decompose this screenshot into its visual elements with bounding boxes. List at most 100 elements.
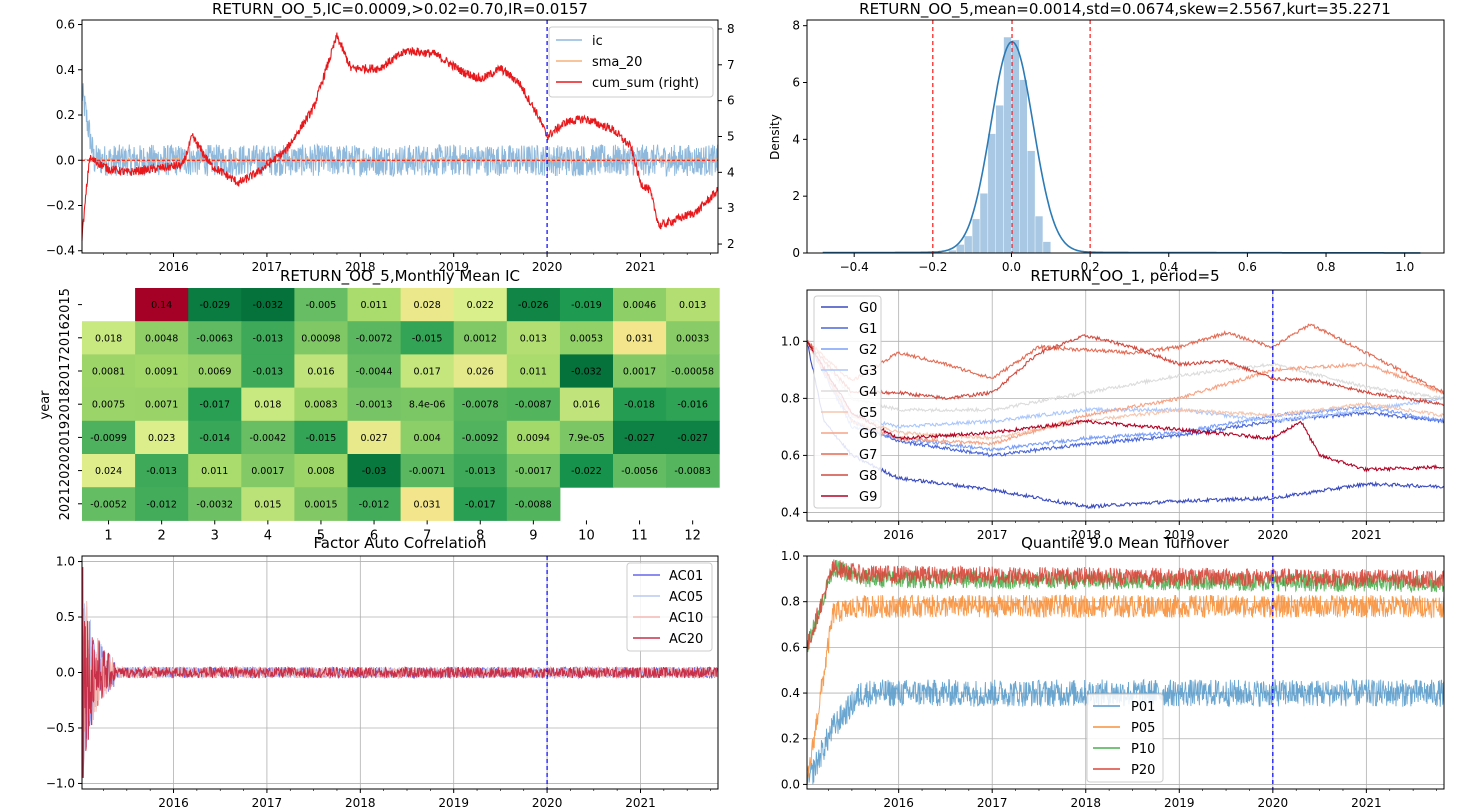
hist-bar (956, 244, 965, 254)
heatmap-x-tick-label: 7 (423, 528, 431, 543)
turnover-line-p20 (806, 559, 1445, 651)
hist-bar (1034, 215, 1044, 254)
autocorr-line-ac20 (81, 567, 719, 778)
turnover-y-tick-label: 0.0 (781, 777, 800, 791)
ic-x-tick-label: 2021 (625, 260, 656, 274)
hist-bar (1026, 150, 1036, 254)
legend-g9-label: G9 (859, 490, 877, 505)
autocorr-y-tick-label: −0.5 (46, 721, 75, 735)
heatmap-cell-label: -0.0078 (462, 400, 499, 411)
heatmap-cell (188, 288, 242, 322)
heatmap-y-tick-label: 2021 (58, 487, 73, 520)
groups-x-tick-label: 2019 (1164, 528, 1195, 542)
heatmap-cell-label: -0.0032 (196, 499, 233, 510)
heatmap-cell (613, 387, 667, 422)
heatmap-cell-label: 0.011 (360, 300, 387, 311)
heatmap-cell-label: 0.011 (201, 466, 228, 477)
heatmap-cell (559, 454, 614, 488)
ic-y-tick-label: 0.0 (56, 153, 75, 167)
heatmap-y-tick-label: 2019 (58, 421, 73, 454)
heatmap-y-tick-label: 2020 (58, 454, 73, 487)
groups-legend: G0 G1 G2 G3 G4 G5 G6 G7 G8 G9 (813, 295, 882, 509)
heatmap-cell-label: -0.0042 (250, 433, 287, 444)
heatmap-x-tick-label: 4 (264, 528, 272, 543)
group-line-g3 (806, 340, 1445, 429)
heatmap-cell (347, 487, 402, 521)
heatmap-cell (294, 354, 348, 389)
heatmap-cell-label: 0.008 (307, 466, 334, 477)
autocorr-x-tick-label: 2018 (345, 796, 376, 810)
distribution-panel: −0.4 −0.2 0.0 0.2 0.4 0.6 0.8 1.0 0 2 4 6 8 RETURN_O… (768, 0, 1445, 274)
heatmap-cell (294, 321, 348, 355)
legend-g4-label: G4 (859, 385, 877, 400)
heatmap-cell (400, 321, 455, 355)
group-line-g5 (806, 341, 1445, 441)
heatmap-cell (559, 288, 614, 322)
legend-ic-label: ic (592, 34, 603, 49)
heatmap-cell (135, 454, 189, 488)
heatmap-cell-label: 0.0091 (145, 367, 178, 378)
heatmap-cell-label: 0.018 (254, 400, 281, 411)
heatmap-cell-label: -0.0088 (515, 499, 552, 510)
heatmap-cell (241, 420, 295, 455)
ic-x-tick-label: 2020 (532, 260, 563, 274)
heatmap-cell-label: 0.026 (467, 367, 494, 378)
hist-bar (971, 218, 981, 254)
turnover-x-tick-label: 2021 (1351, 796, 1382, 810)
heatmap-cell-label: 0.0094 (517, 433, 550, 444)
heatmap-cell-label: -0.03 (362, 466, 387, 477)
heatmap-cell (559, 321, 614, 355)
groups-x-tick-label: 2017 (977, 528, 1008, 542)
heatmap-panel: 0.14 -0.029 -0.032 -0.005 0.011 0.028 0.022 -0.… (38, 267, 720, 543)
heatmap-cell-label: -0.0071 (409, 466, 446, 477)
autocorr-legend-box (626, 562, 713, 652)
sma-line (81, 157, 719, 164)
heatmap-cell (666, 420, 720, 455)
dist-x-tick-label: 0.0 (1002, 260, 1021, 274)
heatmap-cell-label: 0.013 (679, 300, 706, 311)
hist-bar (1003, 36, 1012, 254)
heatmap-cell-label: -0.0013 (356, 400, 393, 411)
heatmap-cell (82, 321, 136, 355)
groups-axes-frame (806, 289, 1445, 522)
heatmap-y-tick-label: 2016 (58, 321, 73, 354)
heatmap-cell (400, 354, 455, 389)
hist-bar (979, 193, 989, 254)
heatmap-cell (666, 454, 720, 488)
legend-g0-label: G0 (859, 301, 877, 316)
turnover-legend: P01 P05 P10 P20 (1086, 693, 1164, 783)
heatmap-cell-label: 0.0046 (623, 300, 656, 311)
dist-y-label: Density (768, 114, 782, 160)
heatmap-cell-label: -0.022 (571, 466, 602, 477)
turnover-line-p05 (806, 593, 1445, 785)
groups-x-tick-label: 2021 (1351, 528, 1382, 542)
heatmap-title: RETURN_OO_5,Monthly Mean IC (280, 267, 520, 286)
heatmap-x-tick-label: 12 (684, 528, 701, 543)
legend-g3-label: G3 (859, 364, 877, 379)
groups-y-tick-label: 0.4 (781, 505, 800, 519)
heatmap-cell (506, 487, 561, 521)
heatmap-x-tick-label: 3 (211, 528, 219, 543)
ic-x-tick-label: 2017 (252, 260, 283, 274)
heatmap-cell (559, 387, 614, 422)
autocorr-legend: AC01 AC05 AC10 AC20 (626, 562, 713, 652)
legend-ac20-label: AC20 (669, 632, 703, 647)
heatmap-cell (82, 420, 136, 455)
heatmap-cell (453, 321, 508, 355)
groups-x-tick-label: 2016 (883, 528, 914, 542)
heatmap-cell-label: 0.024 (95, 466, 122, 477)
legend-g2-label: G2 (859, 343, 877, 358)
turnover-x-tick-label: 2020 (1258, 796, 1289, 810)
heatmap-cell (347, 454, 402, 488)
autocorr-chart-title: Factor Auto Correlation (314, 534, 487, 552)
heatmap-cell (82, 354, 136, 389)
autocorr-y-tick-label: 1.0 (56, 555, 75, 569)
cumsum-line (81, 32, 719, 241)
groups-x-tick-label: 2018 (1070, 528, 1101, 542)
turnover-y-tick-label: 0.4 (781, 686, 800, 700)
turnover-y-tick-label: 0.8 (781, 595, 800, 609)
dist-chart-title: RETURN_OO_5,mean=0.0014,std=0.0674,skew=… (859, 0, 1391, 19)
heatmap-x-tick-label: 2 (158, 528, 166, 543)
ic-y2-tick-label: 5 (727, 130, 735, 144)
heatmap-cell-label: -0.019 (571, 300, 602, 311)
